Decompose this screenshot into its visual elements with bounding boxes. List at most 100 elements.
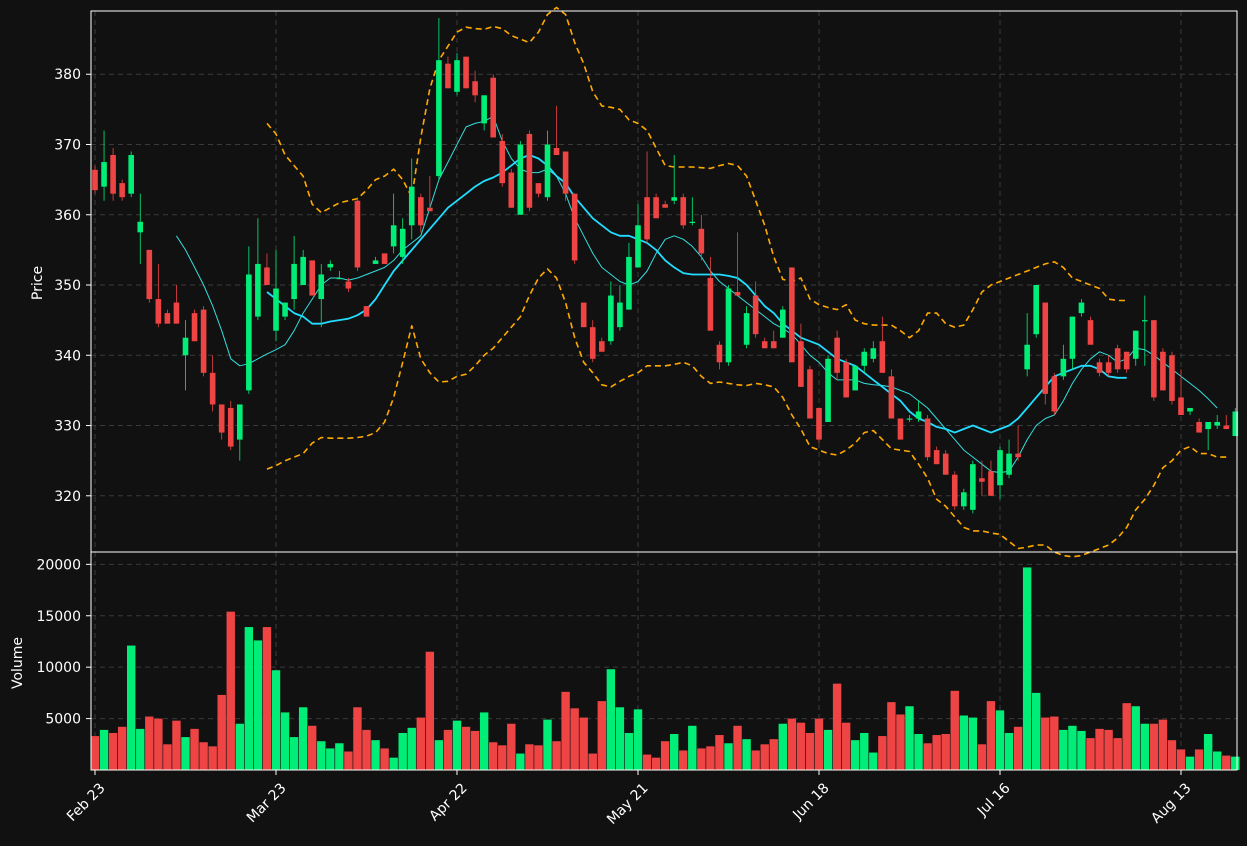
candle-body — [363, 306, 370, 317]
candle-body — [119, 183, 125, 198]
price-axis-label: Price — [30, 266, 46, 300]
volume-bar — [561, 691, 570, 770]
volume-bar — [226, 611, 235, 770]
volume-bar — [507, 723, 516, 770]
volume-bar — [832, 683, 842, 770]
volume-bar — [1231, 756, 1240, 770]
price-panel: 320 330 340 350 360 370 380 Price — [30, 6, 1239, 558]
volume-bar — [860, 732, 869, 770]
volume-bar — [489, 742, 498, 770]
ma-fast-line — [175, 115, 1218, 474]
volume-bar — [923, 743, 932, 770]
volume-bar — [470, 730, 480, 770]
candle-body — [1015, 453, 1021, 458]
candle-body — [1105, 362, 1112, 373]
volume-bar — [959, 715, 968, 770]
volume-bar — [344, 751, 353, 770]
volume-tick-label: 15000 — [36, 609, 81, 625]
volume-bar — [851, 740, 860, 770]
candle-body — [472, 81, 478, 96]
candle-body — [979, 478, 985, 482]
candle-body — [1142, 320, 1148, 322]
candle-body — [1114, 348, 1121, 370]
volume-bar — [597, 701, 606, 770]
candle-body — [408, 186, 415, 226]
candle-body — [951, 474, 958, 507]
candle-body — [463, 56, 469, 89]
candle-body — [770, 341, 777, 349]
volume-bar — [633, 709, 643, 770]
volume-bar — [181, 737, 190, 770]
price-tick-label: 360 — [54, 208, 81, 224]
candle-body — [1160, 351, 1166, 391]
candle-body — [653, 197, 659, 219]
candles — [92, 18, 1239, 514]
candle-body — [807, 369, 813, 419]
candle-body — [399, 228, 406, 257]
candle-body — [834, 337, 840, 373]
volume-bar — [1113, 738, 1122, 770]
candle-body — [1214, 422, 1220, 426]
volume-bar — [1222, 755, 1231, 770]
price-y-ticks: 320 330 340 350 360 370 380 — [54, 67, 91, 505]
candle-body — [490, 77, 496, 138]
volume-bar — [742, 739, 751, 770]
volume-bar — [1095, 728, 1104, 770]
volume-bar — [670, 734, 679, 770]
candle-body — [617, 302, 623, 328]
volume-axis-label: Volume — [10, 637, 26, 689]
volume-bar — [117, 726, 127, 770]
candle-body — [897, 418, 904, 440]
volume-bar — [199, 742, 208, 770]
volume-bar — [814, 718, 824, 770]
volume-bar — [1041, 717, 1050, 770]
volume-bar — [425, 651, 435, 770]
volume-bar — [127, 645, 136, 770]
volume-bar — [335, 743, 344, 770]
volume-bar — [253, 640, 263, 770]
candle-body — [888, 376, 895, 419]
volume-bar — [606, 669, 616, 770]
candle-body — [635, 225, 641, 268]
candle-body — [734, 292, 741, 296]
candle-body — [1051, 376, 1058, 412]
volume-bar — [362, 729, 371, 770]
volume-bar — [1086, 738, 1095, 770]
candle-body — [372, 260, 379, 264]
candle-body — [255, 263, 261, 317]
candle-body — [798, 341, 804, 387]
volume-bar — [244, 627, 254, 770]
volume-bar — [326, 748, 335, 770]
price-tick-label: 320 — [54, 489, 81, 505]
volume-tick-label: 20000 — [36, 557, 81, 573]
volume-bar — [1104, 729, 1113, 770]
volume-bar — [1032, 692, 1041, 770]
volume-bar — [968, 717, 978, 770]
volume-bars — [90, 567, 1240, 770]
candle-body — [390, 225, 397, 247]
candle-body — [535, 183, 542, 194]
candle-body — [644, 197, 650, 240]
candle-body — [1042, 302, 1049, 394]
candle-body — [626, 256, 632, 310]
volume-bar — [416, 717, 425, 770]
candle-body — [345, 281, 352, 289]
candle-body — [110, 155, 116, 194]
volume-bar — [389, 757, 398, 770]
candle-body — [273, 288, 279, 331]
candle-body — [499, 140, 506, 184]
volume-bar — [823, 729, 833, 770]
candle-body — [209, 372, 216, 405]
candle-body — [1223, 425, 1230, 430]
volume-bar — [1122, 703, 1131, 770]
candle-body — [227, 407, 234, 447]
volume-bar — [1077, 730, 1086, 770]
volume-bar — [624, 732, 634, 770]
candle-body — [427, 207, 433, 212]
candle-body — [1232, 411, 1239, 437]
candle-body — [1069, 316, 1076, 359]
volume-bar — [941, 734, 950, 770]
candle-body — [879, 341, 886, 373]
volume-bar — [1059, 729, 1068, 770]
volume-bar — [443, 729, 453, 770]
